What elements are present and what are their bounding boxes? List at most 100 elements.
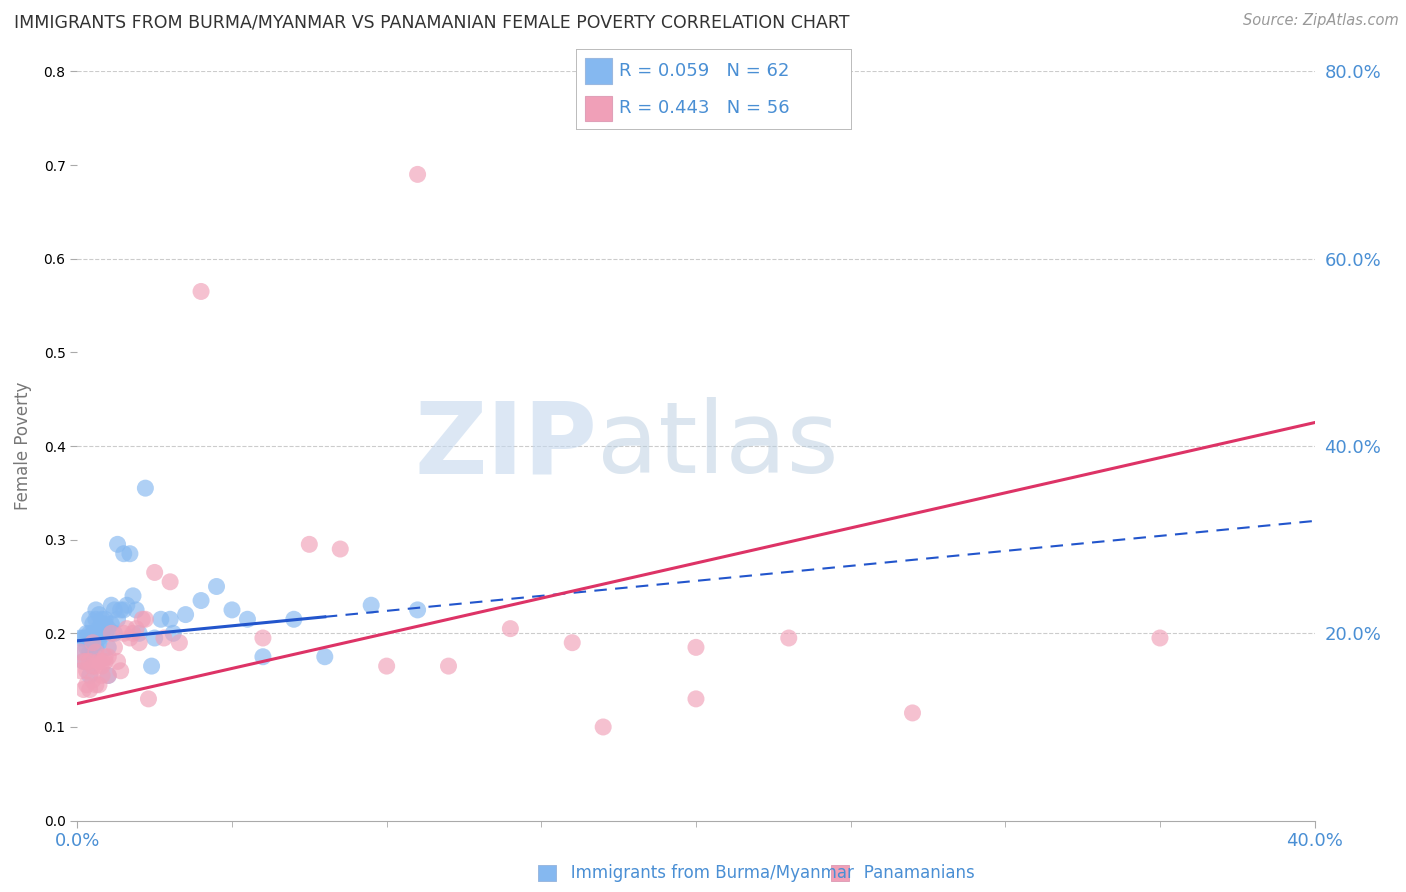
Point bbox=[236, 612, 259, 626]
Point bbox=[91, 626, 114, 640]
Point bbox=[107, 655, 129, 669]
Point bbox=[87, 635, 110, 649]
Point bbox=[561, 635, 583, 649]
Point bbox=[437, 659, 460, 673]
Point bbox=[162, 626, 184, 640]
Point bbox=[87, 607, 110, 622]
Point bbox=[112, 547, 135, 561]
Point bbox=[82, 673, 104, 688]
Point bbox=[87, 655, 110, 669]
Point bbox=[69, 645, 91, 659]
Point bbox=[298, 537, 321, 551]
Point bbox=[128, 635, 150, 649]
Point bbox=[91, 617, 114, 632]
Point bbox=[76, 626, 98, 640]
Point bbox=[91, 612, 114, 626]
Point bbox=[79, 682, 101, 697]
Point bbox=[84, 626, 107, 640]
Point bbox=[118, 547, 141, 561]
Point bbox=[499, 622, 522, 636]
Point bbox=[94, 626, 117, 640]
Point bbox=[84, 612, 107, 626]
Point bbox=[97, 649, 120, 664]
Point bbox=[174, 607, 197, 622]
Point bbox=[72, 655, 94, 669]
Point bbox=[131, 612, 153, 626]
Point bbox=[76, 664, 98, 678]
Point bbox=[79, 612, 101, 626]
Point bbox=[79, 668, 101, 682]
Point bbox=[84, 645, 107, 659]
Point bbox=[118, 631, 141, 645]
Point bbox=[72, 682, 94, 697]
Point bbox=[97, 622, 120, 636]
Point bbox=[72, 645, 94, 659]
Text: Panamanians: Panamanians bbox=[848, 864, 974, 882]
Point bbox=[91, 659, 114, 673]
Text: ZIP: ZIP bbox=[415, 398, 598, 494]
Point bbox=[252, 631, 274, 645]
Point bbox=[901, 706, 924, 720]
Point bbox=[252, 649, 274, 664]
Point bbox=[84, 678, 107, 692]
Point bbox=[406, 603, 429, 617]
Point bbox=[406, 168, 429, 182]
Point bbox=[110, 664, 132, 678]
Point bbox=[107, 612, 129, 626]
Point bbox=[82, 640, 104, 655]
Point bbox=[159, 612, 181, 626]
Bar bbox=[585, 95, 612, 121]
Point bbox=[134, 612, 156, 626]
Point bbox=[128, 626, 150, 640]
Point bbox=[122, 589, 145, 603]
Point bbox=[76, 640, 98, 655]
Text: IMMIGRANTS FROM BURMA/MYANMAR VS PANAMANIAN FEMALE POVERTY CORRELATION CHART: IMMIGRANTS FROM BURMA/MYANMAR VS PANAMAN… bbox=[14, 13, 849, 31]
Point bbox=[778, 631, 800, 645]
Point bbox=[87, 622, 110, 636]
Point bbox=[94, 617, 117, 632]
Point bbox=[76, 678, 98, 692]
Point bbox=[87, 678, 110, 692]
Point bbox=[112, 626, 135, 640]
Point bbox=[314, 649, 336, 664]
Point bbox=[97, 668, 120, 682]
Text: R = 0.059   N = 62: R = 0.059 N = 62 bbox=[619, 62, 789, 79]
Point bbox=[84, 640, 107, 655]
Point bbox=[685, 692, 707, 706]
Point bbox=[125, 603, 148, 617]
Point bbox=[97, 640, 120, 655]
Point bbox=[169, 635, 191, 649]
Point bbox=[103, 603, 125, 617]
Point bbox=[149, 612, 172, 626]
Point bbox=[82, 659, 104, 673]
Point bbox=[87, 631, 110, 645]
Point bbox=[103, 626, 125, 640]
Point bbox=[79, 655, 101, 669]
Point bbox=[1149, 631, 1171, 645]
Point bbox=[153, 631, 176, 645]
Point bbox=[143, 566, 166, 580]
Point bbox=[592, 720, 614, 734]
Point bbox=[94, 655, 117, 669]
Point bbox=[110, 603, 132, 617]
Point bbox=[115, 622, 138, 636]
Point bbox=[143, 631, 166, 645]
Point bbox=[115, 599, 138, 613]
Text: Source: ZipAtlas.com: Source: ZipAtlas.com bbox=[1243, 13, 1399, 29]
Point bbox=[125, 622, 148, 636]
Point bbox=[112, 603, 135, 617]
Point bbox=[283, 612, 305, 626]
Point bbox=[69, 631, 91, 645]
Point bbox=[72, 631, 94, 645]
Point bbox=[329, 541, 352, 557]
Point bbox=[685, 640, 707, 655]
Point bbox=[134, 481, 156, 495]
Point bbox=[141, 659, 163, 673]
Point bbox=[82, 626, 104, 640]
Point bbox=[91, 655, 114, 669]
Point bbox=[72, 655, 94, 669]
Point bbox=[122, 626, 145, 640]
Point bbox=[79, 626, 101, 640]
Point bbox=[69, 664, 91, 678]
Point bbox=[79, 645, 101, 659]
